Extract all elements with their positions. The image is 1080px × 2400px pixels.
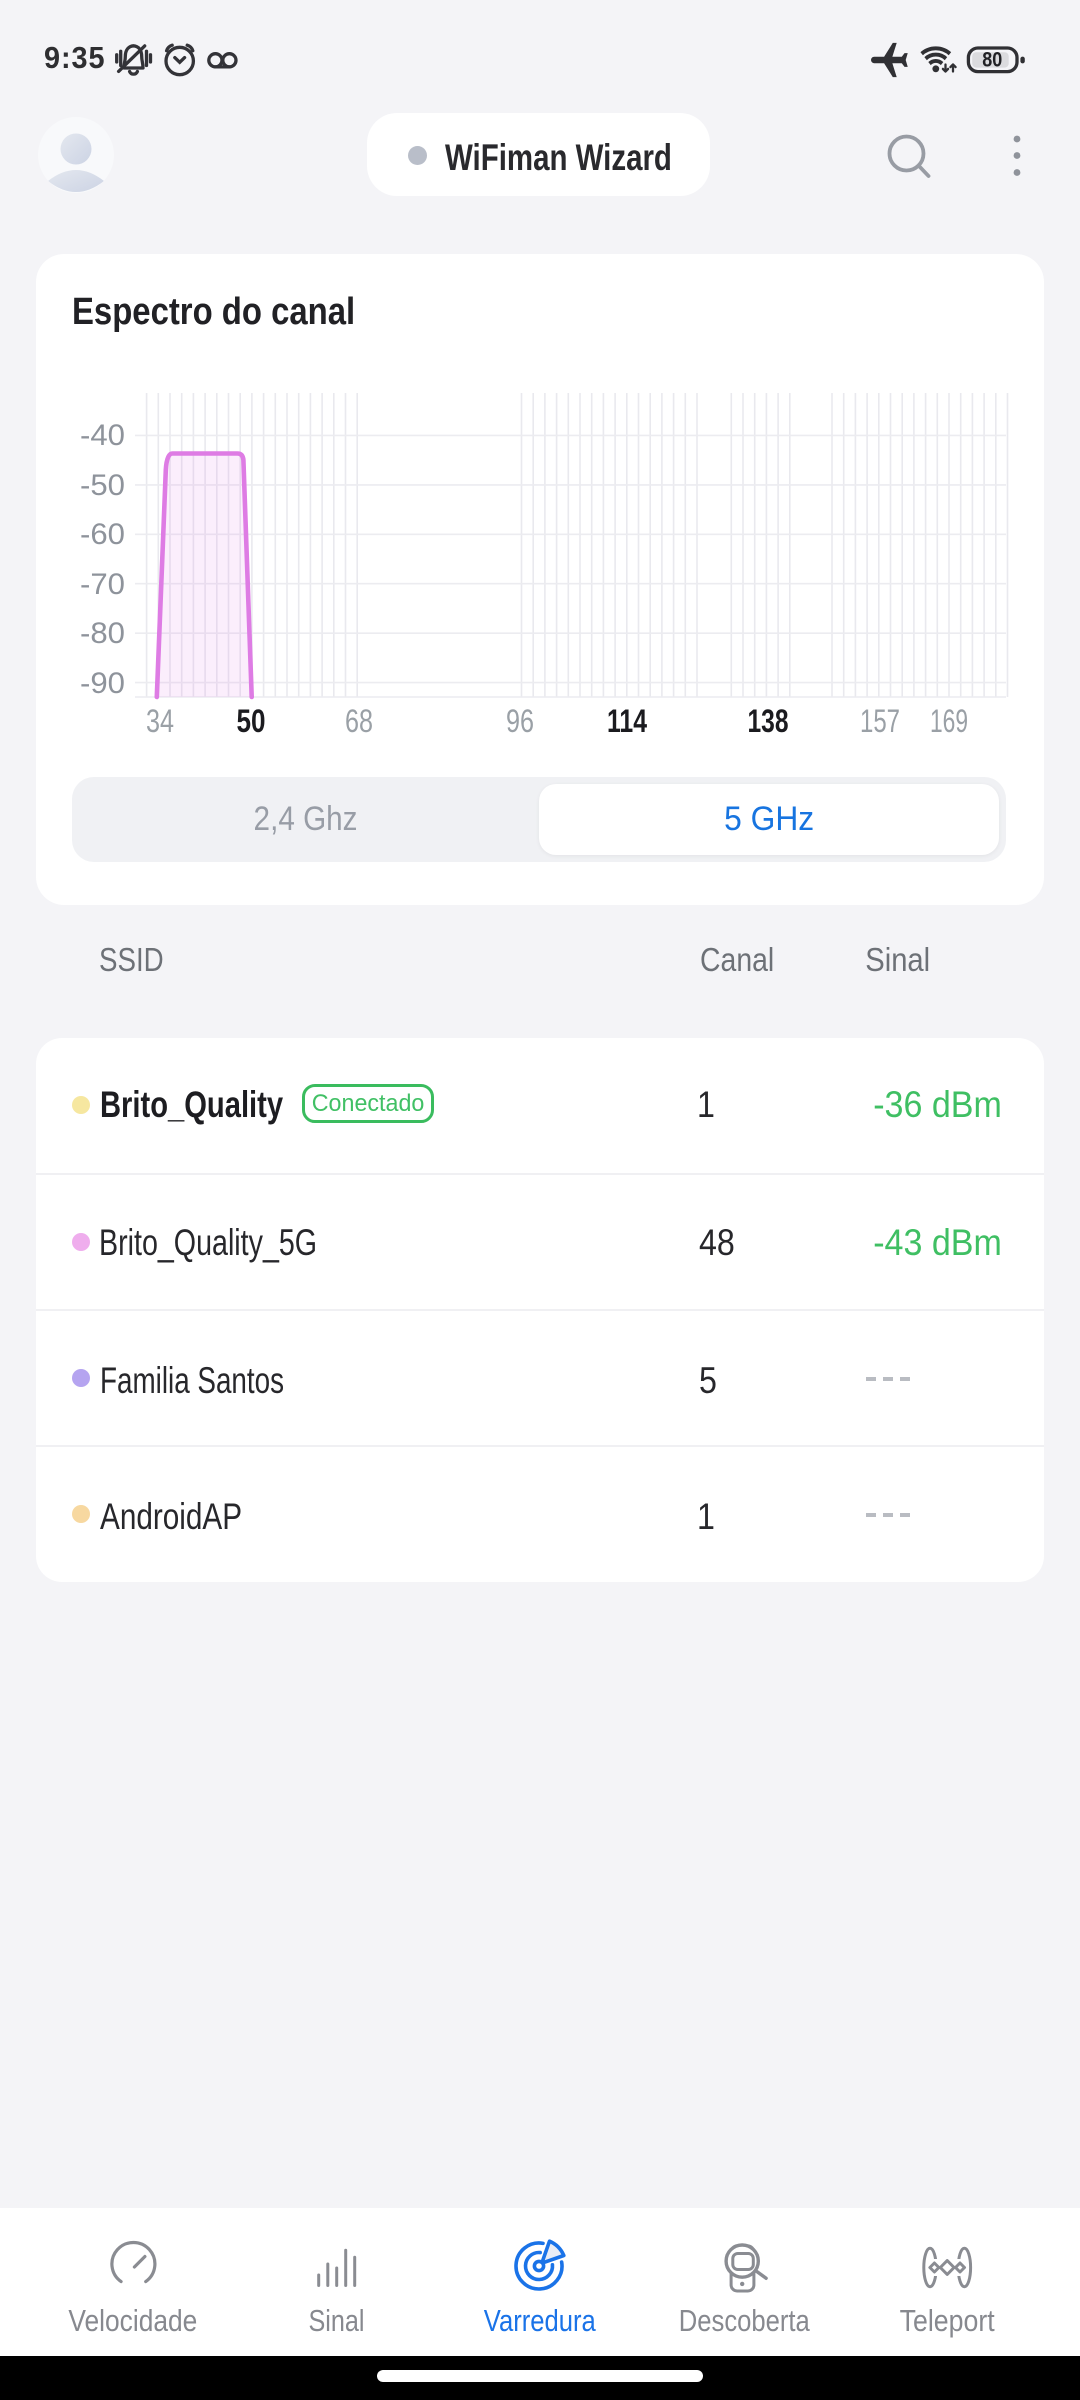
svg-text:68: 68 (345, 703, 373, 739)
svg-text:-50: -50 (80, 469, 125, 502)
svg-text:138: 138 (748, 703, 789, 739)
svg-text:50: 50 (237, 703, 266, 739)
svg-text:114: 114 (607, 703, 647, 739)
svg-text:169: 169 (930, 703, 968, 739)
svg-text:157: 157 (860, 703, 900, 739)
svg-text:-90: -90 (80, 667, 125, 700)
svg-text:-70: -70 (80, 568, 125, 601)
svg-text:-60: -60 (80, 518, 125, 551)
svg-text:34: 34 (146, 703, 174, 739)
svg-text:-80: -80 (80, 617, 125, 650)
svg-text:-40: -40 (80, 419, 125, 452)
svg-text:96: 96 (506, 703, 534, 739)
svg-text:80: 80 (982, 49, 1002, 72)
